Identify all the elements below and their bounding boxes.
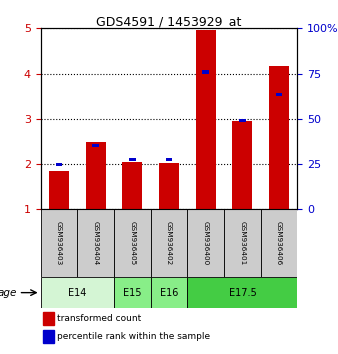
Bar <box>159 163 179 209</box>
Bar <box>114 209 151 277</box>
Bar <box>187 277 297 308</box>
Bar <box>49 171 69 209</box>
Text: GSM936400: GSM936400 <box>203 221 209 265</box>
Bar <box>269 66 289 209</box>
Bar <box>56 163 62 166</box>
Text: percentile rank within the sample: percentile rank within the sample <box>57 332 210 341</box>
Bar <box>41 277 114 308</box>
Bar <box>202 70 209 74</box>
Bar <box>77 209 114 277</box>
Bar <box>239 119 246 122</box>
Bar <box>92 144 99 147</box>
Bar <box>151 277 187 308</box>
Bar <box>86 142 106 209</box>
Bar <box>114 277 151 308</box>
Text: GSM936403: GSM936403 <box>56 221 62 265</box>
Text: GSM936404: GSM936404 <box>93 221 99 265</box>
Bar <box>187 209 224 277</box>
Text: GSM936402: GSM936402 <box>166 221 172 265</box>
Text: E14: E14 <box>68 288 87 298</box>
Bar <box>232 121 252 209</box>
Bar <box>43 312 54 325</box>
Bar <box>151 209 187 277</box>
Bar <box>41 209 77 277</box>
Bar <box>43 330 54 343</box>
Bar <box>166 158 172 161</box>
Text: age: age <box>0 288 17 298</box>
Text: E17.5: E17.5 <box>228 288 256 298</box>
Bar <box>122 162 142 209</box>
Text: E15: E15 <box>123 288 142 298</box>
Bar <box>129 158 136 161</box>
Text: E16: E16 <box>160 288 178 298</box>
Text: GSM936406: GSM936406 <box>276 221 282 265</box>
Bar <box>224 209 261 277</box>
Bar <box>276 93 282 96</box>
Title: GDS4591 / 1453929_at: GDS4591 / 1453929_at <box>96 15 242 28</box>
Text: GSM936405: GSM936405 <box>129 221 135 265</box>
Text: GSM936401: GSM936401 <box>239 221 245 265</box>
Bar <box>196 30 216 209</box>
Text: transformed count: transformed count <box>57 314 142 323</box>
Bar <box>261 209 297 277</box>
